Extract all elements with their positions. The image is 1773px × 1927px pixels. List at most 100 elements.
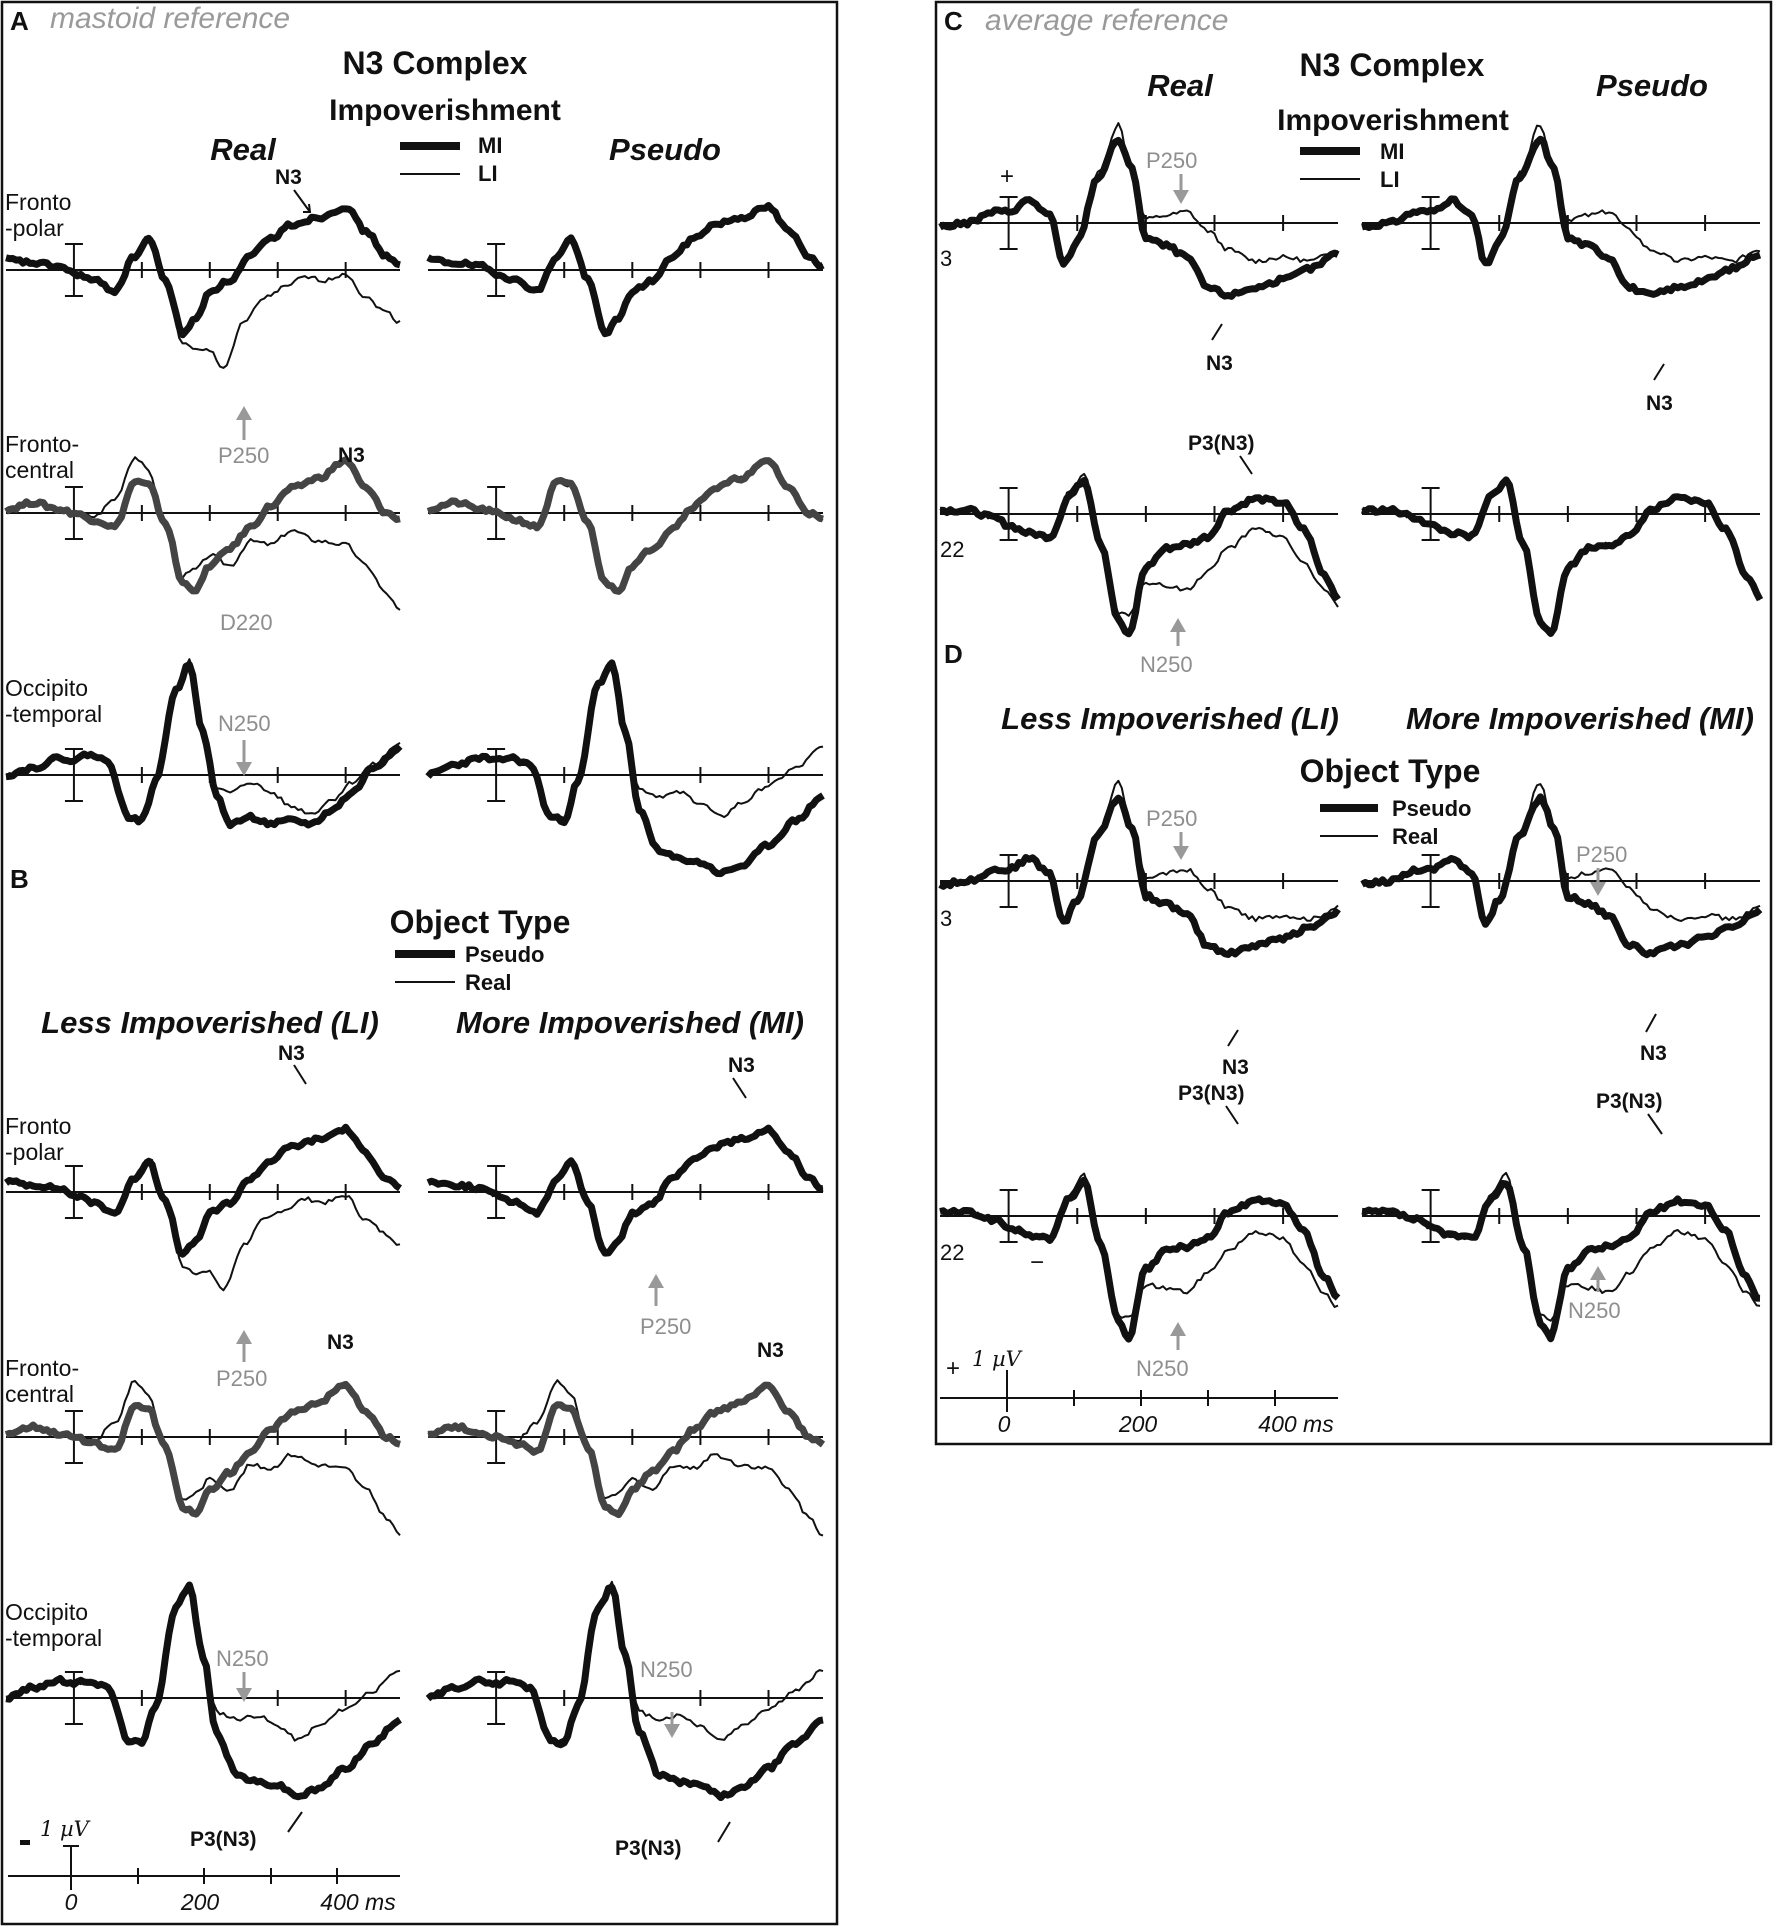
plot-b-li-frontopolar-pseudo-trace: [3, 1123, 402, 1258]
plot-b-li-frontopolar: [3, 1123, 402, 1292]
tick-400-right: 400 ms: [1258, 1411, 1334, 1437]
arrow-d2-p3-li: [1225, 1105, 1239, 1125]
panel-a-legend-mi: MI: [478, 133, 502, 158]
panel-d-col-mi: More Impoverished (MI): [1406, 701, 1754, 736]
plot-c-real-3-mi-trace: [938, 136, 1340, 300]
ann-b1-n3-li: N3: [278, 1042, 305, 1065]
plot-b-mi-frontopolar: [426, 1124, 824, 1257]
panel-b-legend-real: Real: [465, 970, 511, 995]
panel-b-col-mi: More Impoverished (MI): [456, 1005, 804, 1040]
panel-b-col-li: Less Impoverished (LI): [41, 1005, 379, 1040]
plot-b-li-frontocentral: [4, 1380, 401, 1536]
plot-b-mi-frontocentral: [427, 1379, 826, 1537]
tick-0-left: 0: [65, 1889, 78, 1915]
panel-b-title: Object Type: [390, 904, 571, 940]
plot-a-real-frontopolar-mi-trace: [5, 205, 401, 339]
annotations: N3 P250 N3 D220 N250 N3 P250 N3 P250 N3 …: [190, 148, 1673, 1860]
plot-d-li-22: [939, 1172, 1341, 1343]
scale-plus-right: +: [946, 1355, 960, 1382]
panel-d-letter: D: [944, 639, 963, 669]
row-a3-label-1: Occipito: [5, 675, 88, 701]
row-b1-label-2: -polar: [5, 1139, 64, 1165]
plot-c-pseudo-3-mi-trace: [1361, 135, 1762, 298]
plus-sign-c1: +: [1000, 163, 1014, 190]
row-b1-label-1: Fronto: [5, 1113, 71, 1139]
plot-a-pseudo-frontopolar-mi-trace: [426, 202, 825, 338]
ann-c2-n250: N250: [1140, 652, 1193, 677]
plot-a-real-frontocentral: [4, 456, 401, 611]
panel-a-reference: mastoid reference: [50, 2, 290, 35]
row-b2-label-2: central: [5, 1381, 74, 1407]
time-axis-left: 1 µV 0 200 400 ms: [8, 1817, 400, 1915]
ann-b3-n250-mi: N250: [640, 1657, 693, 1682]
panel-c-reference: average reference: [985, 4, 1229, 37]
arrow-b3-p3-mi: [717, 1821, 731, 1843]
panel-a-subtitle: Impoverishment: [329, 94, 561, 127]
plot-d-li-3: [938, 779, 1341, 958]
ann-a1-n3: N3: [275, 166, 302, 189]
right-panel-frame: [934, 0, 1773, 1446]
plot-a-real-frontopolar: [5, 205, 401, 369]
arrow-a1-n3: [293, 189, 311, 213]
chan-c1: 3: [940, 246, 952, 271]
panel-a-col-real: Real: [210, 132, 277, 167]
left-panel-frame: [0, 0, 839, 1926]
plot-b-li-occipitotemporal: [5, 1581, 402, 1801]
panel-c-col-real: Real: [1147, 68, 1214, 103]
minus-sign-d2: −: [1030, 1249, 1044, 1276]
ann-c1-n3-real: N3: [1206, 352, 1233, 375]
ann-a3-n250: N250: [218, 711, 271, 736]
plot-a-pseudo-frontocentral-mi-trace: [426, 457, 824, 595]
plot-d-mi-3: [1360, 783, 1763, 959]
scale-label-right: 1 µV: [972, 1347, 1023, 1371]
plot-c-real-22-mi-trace: [939, 477, 1341, 638]
panel-d-legend-pseudo: Pseudo: [1392, 796, 1471, 821]
plot-c-real-3: [938, 122, 1340, 300]
scale-label-left: 1 µV: [40, 1817, 91, 1841]
tick-200-right: 200: [1118, 1411, 1158, 1437]
annotation-arrows: [236, 174, 1665, 1843]
row-a1-label-1: Fronto: [5, 189, 71, 215]
plot-b-mi-occipitotemporal-pseudo-trace: [425, 1583, 824, 1802]
plot-c-real-22: [939, 472, 1341, 638]
ann-d2-p3-mi: P3(N3): [1596, 1090, 1663, 1113]
ann-a2-n3: N3: [338, 444, 365, 467]
ann-d1-n3-li: N3: [1222, 1056, 1249, 1079]
ann-d1-p250-mi: P250: [1576, 842, 1627, 867]
plot-b-mi-occipitotemporal: [425, 1580, 824, 1802]
plot-d-mi-22: [1361, 1171, 1761, 1343]
ann-d2-p3-li: P3(N3): [1178, 1082, 1245, 1105]
row-b2-label-1: Fronto-: [5, 1355, 79, 1381]
plot-a-real-occipitotemporal-mi-trace: [5, 661, 403, 830]
plot-b-li-occipitotemporal-pseudo-trace: [5, 1581, 402, 1801]
plot-b-mi-frontocentral-pseudo-trace: [427, 1381, 826, 1519]
ann-a1-p250: P250: [218, 443, 269, 468]
plot-b-mi-frontocentral-real-trace: [427, 1379, 824, 1537]
plot-b-li-frontocentral-pseudo-trace: [4, 1380, 401, 1518]
ann-b1-n3-mi: N3: [728, 1054, 755, 1077]
panel-c-title: N3 Complex: [1300, 47, 1485, 83]
panel-a-title: N3 Complex: [343, 45, 528, 81]
arrow-c1-n3-p: [1653, 363, 1665, 381]
tick-0-right: 0: [998, 1411, 1011, 1437]
arrow-b3-p3-li: [287, 1811, 303, 1833]
plot-a-pseudo-frontocentral: [426, 457, 824, 595]
panel-a-legend-li: LI: [478, 161, 498, 186]
row-a2-label-2: central: [5, 457, 74, 483]
plot-c-pseudo-22: [1361, 476, 1764, 637]
row-b3-label-1: Occipito: [5, 1599, 88, 1625]
ann-b1-p250-mi: P250: [640, 1314, 691, 1339]
row-b3-label-2: -temporal: [5, 1625, 102, 1651]
panel-c-letter: C: [944, 6, 963, 36]
time-axis-right: + 1 µV 0 200 400 ms: [940, 1347, 1338, 1437]
plot-d-mi-22-pseudo-trace: [1361, 1180, 1761, 1343]
plot-a-real-frontocentral-mi-trace: [4, 456, 401, 595]
ann-b3-p3-mi: P3(N3): [615, 1837, 682, 1860]
panel-c-legend-li: LI: [1380, 167, 1400, 192]
panel-a-letter: A: [10, 6, 29, 36]
ann-b1-p250-li: P250: [216, 1366, 267, 1391]
plot-a-pseudo-occipitotemporal-mi-trace: [425, 659, 825, 878]
plot-d-mi-3-pseudo-trace: [1360, 793, 1763, 959]
ann-d1-p250-li: P250: [1146, 806, 1197, 831]
